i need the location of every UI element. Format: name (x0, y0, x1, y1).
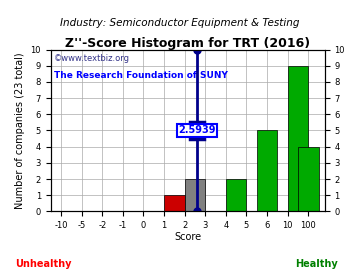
Bar (288, 66, 308, 211)
Bar (257, 130, 278, 211)
Bar (298, 147, 319, 211)
Text: Unhealthy: Unhealthy (15, 259, 71, 269)
X-axis label: Score: Score (174, 231, 201, 241)
Bar (226, 179, 247, 211)
Text: Industry: Semiconductor Equipment & Testing: Industry: Semiconductor Equipment & Test… (60, 18, 300, 28)
Text: Healthy: Healthy (296, 259, 338, 269)
Text: 2.5939: 2.5939 (178, 126, 216, 136)
Bar (185, 179, 205, 211)
Text: ©www.textbiz.org: ©www.textbiz.org (54, 55, 130, 63)
Bar (164, 195, 185, 211)
Y-axis label: Number of companies (23 total): Number of companies (23 total) (15, 52, 25, 209)
Text: The Research Foundation of SUNY: The Research Foundation of SUNY (54, 71, 228, 80)
Title: Z''-Score Histogram for TRT (2016): Z''-Score Histogram for TRT (2016) (65, 37, 310, 50)
